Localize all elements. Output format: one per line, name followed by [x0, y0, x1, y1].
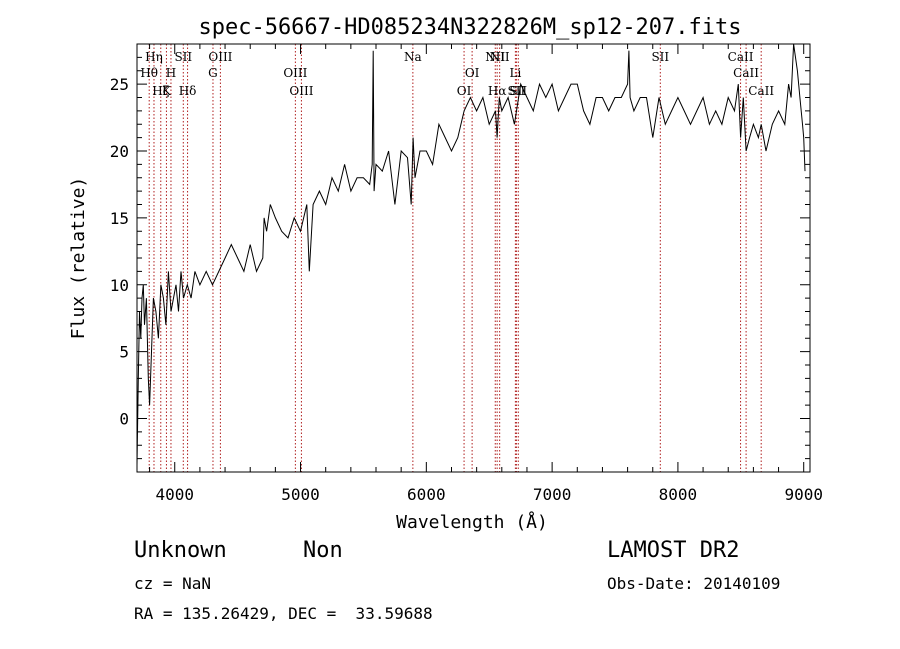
- spectrum-line: [136, 43, 806, 466]
- chart-title: spec-56667-HD085234N322826M_sp12-207.fit…: [198, 15, 741, 40]
- y-tick-label: 20: [110, 142, 129, 161]
- spectral-line-label: OI: [457, 84, 472, 98]
- x-tick-label: 7000: [533, 485, 572, 504]
- survey-label: LAMOST DR2: [607, 538, 740, 563]
- spectral-line-label: SII: [174, 50, 192, 64]
- spectral-line-label: CaII: [733, 66, 759, 80]
- x-tick-label: 8000: [659, 485, 698, 504]
- spectral-line-label: Na: [404, 50, 422, 64]
- obs-date: Obs-Date: 20140109: [607, 574, 781, 593]
- spectral-line-label: NII: [490, 50, 510, 64]
- y-axis: 0 5 10 15 20 25: [110, 56, 810, 460]
- spectral-line-label: G: [208, 66, 218, 80]
- coordinates: RA = 135.26429, DEC = 33.59688: [134, 604, 433, 623]
- spectral-line-label: OIII: [283, 66, 307, 80]
- spectral-line-label: CaII: [728, 50, 754, 64]
- spectral-line-label: Hζ: [152, 84, 169, 98]
- spectral-line-label: OI: [465, 66, 480, 80]
- x-tick-label: 9000: [784, 485, 823, 504]
- y-axis-label: Flux (relative): [68, 177, 89, 340]
- spectral-line-label: SII: [651, 50, 669, 64]
- x-tick-label: 5000: [281, 485, 320, 504]
- object-class: Unknown: [134, 538, 227, 563]
- y-tick-label: 10: [110, 276, 129, 295]
- x-axis: 4000 5000 6000 7000 8000 9000: [149, 44, 823, 504]
- spectral-line-label: OIII: [208, 50, 232, 64]
- spectral-line-label: Hθ: [140, 66, 158, 80]
- spectral-line-label: Hα: [488, 84, 507, 98]
- x-axis-label: Wavelength (Å): [396, 511, 548, 533]
- spectral-line-label: Hδ: [179, 84, 197, 98]
- spectral-line-label: NII: [485, 50, 505, 64]
- y-tick-label: 0: [119, 410, 129, 429]
- spectral-line-label: SII: [509, 84, 527, 98]
- x-tick-label: 4000: [155, 485, 194, 504]
- spectral-line-label: Li: [509, 66, 521, 80]
- spectral-line-label: OIII: [289, 84, 313, 98]
- object-subclass: Non: [303, 538, 343, 563]
- spectral-line-label: CaII: [748, 84, 774, 98]
- line-markers: [148, 44, 762, 472]
- y-tick-label: 5: [119, 343, 129, 362]
- y-tick-label: 25: [110, 75, 129, 94]
- redshift-cz: cz = NaN: [134, 574, 212, 593]
- x-tick-label: 6000: [407, 485, 446, 504]
- spectral-line-label: K: [162, 84, 172, 98]
- spectral-line-label: H: [166, 66, 176, 80]
- spectral-line-label: SII: [508, 84, 526, 98]
- spectral-line-label: Hη: [145, 50, 163, 64]
- y-tick-label: 15: [110, 209, 129, 228]
